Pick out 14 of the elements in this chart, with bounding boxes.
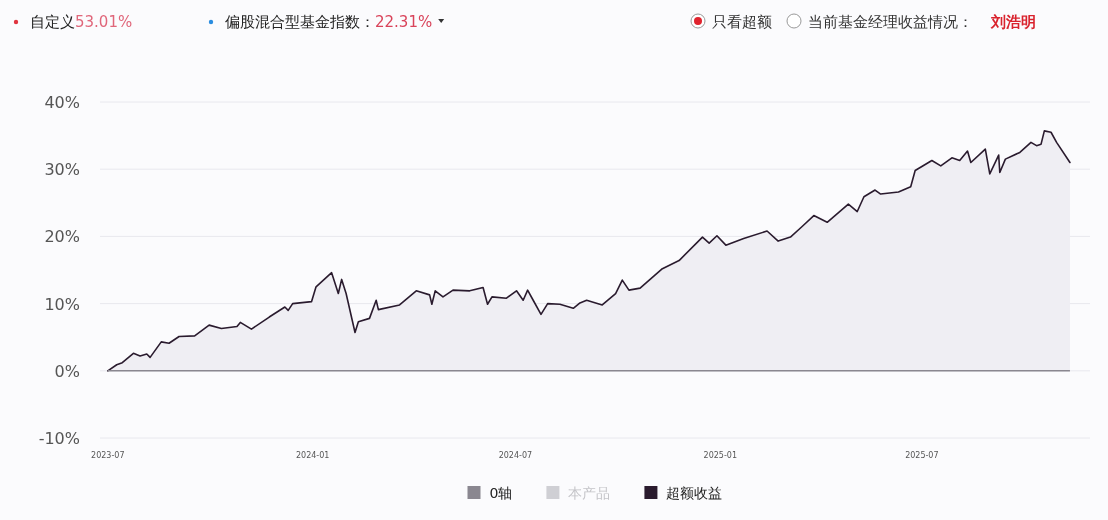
x-tick-label: 2024-07 <box>498 451 533 460</box>
y-tick-label: 0% <box>54 361 80 381</box>
y-tick-label: 30% <box>44 160 80 180</box>
x-tick-label: 2025-07 <box>905 451 939 460</box>
header: 自定义53.01% 偏股混合型基金指数：22.31% 只看超额 当前基金经理收益情况： 刘浩明 <box>13 13 1036 31</box>
x-tick-label: 2024-01 <box>295 451 330 460</box>
legend-label: 超额收益 <box>666 485 723 501</box>
legend-label: 0轴 <box>489 485 513 501</box>
y-tick-label: -10% <box>38 429 80 448</box>
x-tick-label: 2025-01 <box>703 451 737 460</box>
y-tick-label: 20% <box>44 227 80 247</box>
y-tick-label: 40% <box>44 93 80 112</box>
x-tick-label: 2023-07 <box>91 451 125 460</box>
y-tick-label: 10% <box>44 294 80 314</box>
